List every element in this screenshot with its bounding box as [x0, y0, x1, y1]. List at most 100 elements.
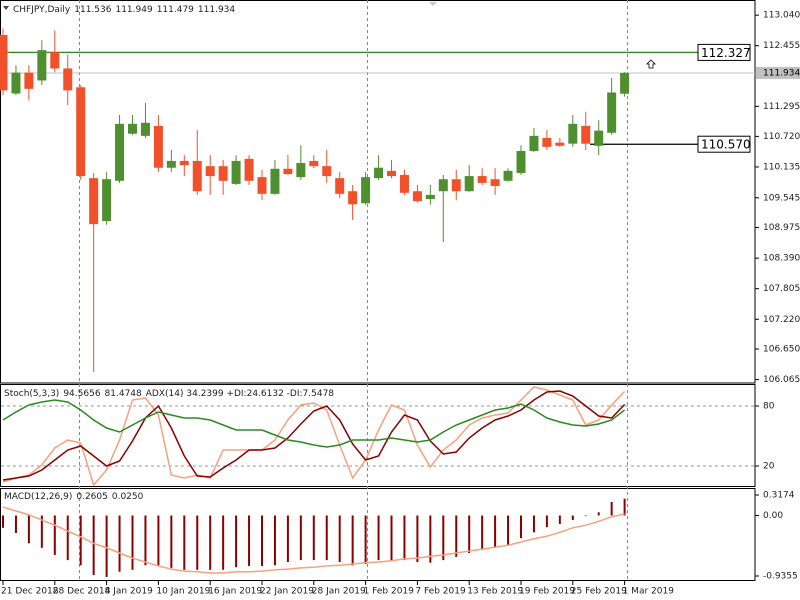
- header-open: 111.536: [74, 5, 111, 15]
- stoch-frame: [0, 384, 756, 487]
- macd-bar: [66, 515, 69, 561]
- candle-body: [37, 50, 47, 81]
- macd-bar: [325, 515, 328, 561]
- macd-main: 0.2605: [76, 492, 108, 502]
- candle-body: [581, 125, 591, 144]
- candle-body: [244, 158, 254, 181]
- macd-header: MACD(12,26,9) 0.2605 0.0250: [4, 492, 144, 502]
- y-tick-label: 113.040: [763, 11, 800, 21]
- header-triangle: [3, 6, 9, 10]
- stoch-d: 81.4748: [105, 389, 142, 399]
- macd-bar: [92, 515, 95, 575]
- macd-bar: [390, 515, 393, 561]
- macd-bar: [209, 515, 212, 570]
- x-tick-label: 28 Jan 2019: [312, 587, 366, 597]
- level-label: 110.570: [701, 138, 751, 152]
- macd-bar: [14, 515, 17, 533]
- candle-body: [283, 168, 293, 174]
- up-arrow: [646, 59, 656, 69]
- level-box: [697, 43, 751, 61]
- macd-bar: [364, 515, 367, 564]
- macd-bar: [170, 515, 173, 568]
- macd-bar: [481, 515, 484, 550]
- y-tick-label: -0.9355: [763, 571, 798, 581]
- candle-body: [529, 135, 539, 152]
- stoch-k: 94.5656: [63, 389, 100, 399]
- x-tick-label: 13 Feb 2019: [467, 587, 523, 597]
- candle-body: [153, 125, 163, 168]
- shift-marker: [429, 2, 437, 6]
- macd-bar: [571, 515, 574, 521]
- macd-bar: [468, 515, 471, 554]
- candle-body: [76, 87, 86, 177]
- macd-bar: [507, 515, 510, 546]
- macd-bar: [377, 515, 380, 561]
- macd-bar: [79, 515, 82, 566]
- macd-bar: [338, 515, 341, 563]
- y-tick-label: 112.455: [763, 41, 800, 51]
- candle-body: [387, 170, 396, 177]
- header-close: 111.934: [198, 5, 235, 15]
- x-tick-label: 19 Feb 2019: [519, 587, 575, 597]
- x-tick-label: 21 Dec 2018: [1, 587, 59, 597]
- macd-bar: [494, 515, 497, 548]
- macd-bar: [273, 515, 276, 566]
- y-tick-label: 108.390: [763, 254, 800, 264]
- candle-body: [11, 72, 21, 94]
- candle-body: [490, 179, 500, 187]
- candle-body: [50, 52, 60, 69]
- candle-body: [464, 176, 474, 192]
- stoch-header: Stoch(5,3,3) 94.5656 81.4748 ADX(14) 34.239…: [4, 389, 334, 399]
- x-tick-label: 16 Jan 2019: [208, 587, 262, 597]
- macd-bar: [53, 515, 56, 555]
- macd-title: MACD(12,26,9): [4, 492, 72, 502]
- x-tick-label: 7 Feb 2019: [415, 587, 466, 597]
- x-tick-label: 10 Jan 2019: [156, 587, 210, 597]
- y-tick-label: 109.545: [763, 193, 800, 203]
- candle-body: [270, 168, 280, 194]
- macd-bar: [235, 515, 238, 568]
- y-tick-label: 106.065: [763, 375, 800, 385]
- y-tick-label: 110.720: [763, 132, 800, 142]
- macd-bar: [545, 515, 548, 528]
- macd-signal: 0.0250: [112, 492, 144, 502]
- candle-body: [166, 160, 176, 168]
- macd-bar: [248, 515, 251, 566]
- y-tick-label: 0.00: [763, 511, 783, 521]
- candle-body: [516, 151, 526, 173]
- candle-body: [477, 176, 487, 183]
- macd-bar: [442, 515, 445, 561]
- macd-bar: [558, 515, 561, 524]
- macd-bar: [40, 515, 43, 548]
- macd-bar: [532, 515, 535, 533]
- macd-bar: [222, 515, 225, 570]
- header-high: 111.949: [115, 5, 152, 15]
- candle-body: [555, 142, 565, 146]
- price-label: 111.934: [763, 68, 800, 78]
- macd-bar: [118, 515, 121, 572]
- symbol: CHFJPY,Daily: [13, 5, 71, 15]
- macd-bar: [261, 515, 263, 566]
- candle-body: [179, 160, 189, 166]
- level-box: [697, 135, 751, 153]
- candle-body: [438, 179, 448, 192]
- macd-bar: [144, 515, 147, 566]
- macd-bar: [286, 515, 289, 563]
- y-tick-label: 107.805: [763, 284, 800, 294]
- level-label: 112.327: [701, 46, 751, 60]
- macd-bar: [131, 515, 134, 570]
- y-tick-label: 106.650: [763, 345, 800, 355]
- x-tick-label: 25 Feb 2019: [571, 587, 627, 597]
- candle-body: [102, 179, 112, 222]
- macd-bar: [416, 515, 419, 563]
- main-frame: [0, 0, 756, 384]
- candle-body: [361, 177, 371, 204]
- candle-body: [24, 72, 34, 89]
- main-header: CHFJPY,Daily 111.536 111.949 111.479 111.934: [13, 5, 235, 15]
- candle-body: [192, 160, 202, 192]
- y-tick-label: 110.135: [763, 162, 800, 172]
